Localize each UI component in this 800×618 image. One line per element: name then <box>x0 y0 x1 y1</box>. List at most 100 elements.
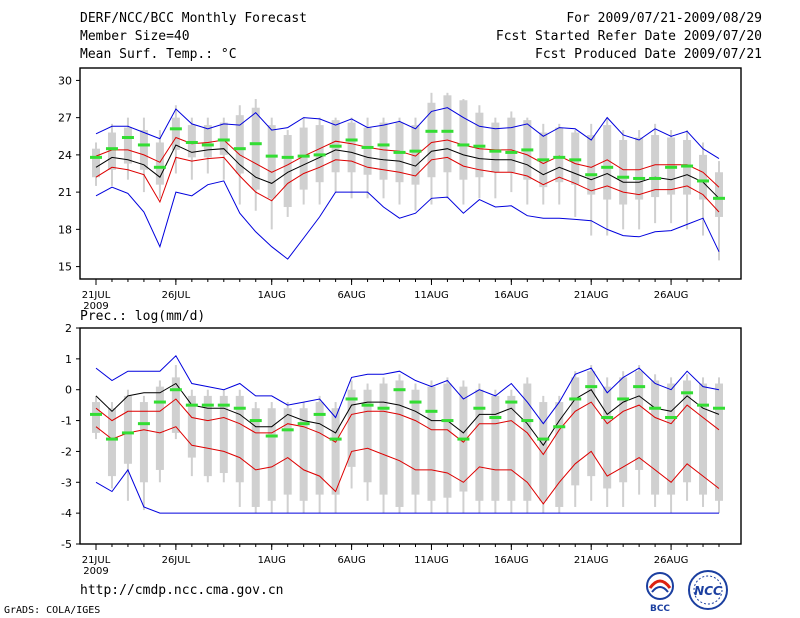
prec-box <box>411 389 420 495</box>
temp-observed-mark <box>217 138 230 142</box>
prec-observed-mark <box>617 397 630 401</box>
prec-observed-mark <box>521 419 534 423</box>
prec-xtick-label: 11AUG <box>414 555 449 566</box>
prec-xtick-label: 21AUG <box>574 555 609 566</box>
prec-box <box>363 389 372 483</box>
temp-observed-mark <box>553 155 566 159</box>
prec-observed-mark <box>457 437 470 441</box>
prec-observed-mark <box>473 406 486 410</box>
prec-xtick-label: 26JUL <box>162 555 191 566</box>
temp-box <box>603 125 612 200</box>
temp-box <box>92 148 100 178</box>
prec-observed-mark <box>601 415 614 419</box>
temp-line-ensemble-mean <box>95 144 720 199</box>
temp-xtick-label: 16AUG <box>494 290 529 301</box>
temp-box <box>107 132 116 170</box>
temp-xtick-label: 26AUG <box>654 290 689 301</box>
prec-observed-mark <box>217 403 230 407</box>
prec-box <box>715 383 723 501</box>
temp-box <box>587 135 596 195</box>
prec-box <box>299 408 308 501</box>
temp-observed-mark <box>425 129 438 133</box>
temp-box <box>155 142 164 185</box>
temp-xtick-label: 26JUL <box>162 290 191 301</box>
prec-box <box>171 377 180 433</box>
prec-observed-mark <box>233 406 246 410</box>
temp-line-maximum <box>95 107 720 160</box>
temp-observed-mark <box>585 173 598 177</box>
prec-box <box>491 395 500 501</box>
prec-box <box>443 383 452 498</box>
prec-observed-mark <box>409 400 422 404</box>
prec-observed-mark <box>201 403 214 407</box>
prec-box <box>523 383 532 501</box>
temp-observed-mark <box>665 165 678 169</box>
temp-observed-mark <box>569 158 582 162</box>
prec-box <box>123 395 132 464</box>
temp-box <box>251 107 260 190</box>
temp-line-upper-spread <box>95 136 720 188</box>
prec-observed-mark <box>377 406 390 410</box>
prec-observed-mark <box>585 385 598 389</box>
prec-observed-mark <box>441 419 454 423</box>
temp-observed-mark <box>361 145 374 149</box>
grads-credit: GrADS: COLA/IGES <box>4 605 101 616</box>
prec-box <box>587 371 596 477</box>
prec-box <box>315 402 324 495</box>
prec-xtick-label: 26AUG <box>654 555 689 566</box>
bcc-logo-text: BCC <box>650 604 670 614</box>
temp-observed-mark <box>265 154 278 158</box>
prec-ytick-label: 2 <box>65 322 72 335</box>
prec-observed-mark <box>329 437 342 441</box>
prec-observed-mark <box>185 403 198 407</box>
temp-box <box>699 154 708 200</box>
prec-observed-mark <box>297 422 310 426</box>
temp-box <box>123 127 132 164</box>
temp-box <box>443 95 452 173</box>
temp-box <box>427 102 436 178</box>
temp-ytick-label: 24 <box>58 149 72 162</box>
temp-observed-mark <box>601 165 614 169</box>
temp-observed-mark <box>137 143 150 147</box>
prec-observed-mark <box>505 400 518 404</box>
prec-xtick-label: 6AUG <box>337 555 365 566</box>
temp-observed-mark <box>521 148 534 152</box>
prec-observed-mark <box>281 428 294 432</box>
temp-observed-mark <box>153 165 166 169</box>
bcc-logo-icon: BCC <box>646 572 674 614</box>
prec-box <box>283 408 292 495</box>
prec-ytick-label: -1 <box>61 415 72 428</box>
temp-box <box>379 122 388 180</box>
source-url[interactable]: http://cmdp.ncc.cma.gov.cn <box>80 583 284 598</box>
prec-observed-mark <box>313 412 326 416</box>
temp-observed-mark <box>185 140 198 144</box>
temp-xtick-label: 11AUG <box>414 290 449 301</box>
temp-observed-mark <box>473 144 486 148</box>
temp-xtick-label: 21AUG <box>574 290 609 301</box>
temp-observed-mark <box>649 176 662 180</box>
temp-box <box>459 100 468 180</box>
prec-box <box>603 386 612 489</box>
temp-ytick-label: 30 <box>58 74 72 87</box>
temp-box <box>619 139 628 205</box>
prec-observed-mark <box>121 431 134 435</box>
temp-observed-mark <box>505 150 518 154</box>
temp-box <box>203 125 212 158</box>
prec-line-ensemble-mean <box>95 382 720 447</box>
prec-frame <box>79 327 742 545</box>
temp-observed-mark <box>441 129 454 133</box>
prec-observed-mark <box>713 406 725 410</box>
temp-box <box>347 122 356 173</box>
prec-box <box>683 380 692 483</box>
temp-box <box>267 125 276 199</box>
temp-observed-mark <box>377 143 390 147</box>
prec-box <box>699 383 708 495</box>
prec-box <box>107 408 116 477</box>
prec-observed-mark <box>425 409 438 413</box>
prec-box <box>427 386 436 501</box>
prec-observed-mark <box>633 385 646 389</box>
prec-ytick-label: -2 <box>61 445 72 458</box>
temp-box <box>299 127 308 190</box>
temp-observed-mark <box>489 149 502 153</box>
